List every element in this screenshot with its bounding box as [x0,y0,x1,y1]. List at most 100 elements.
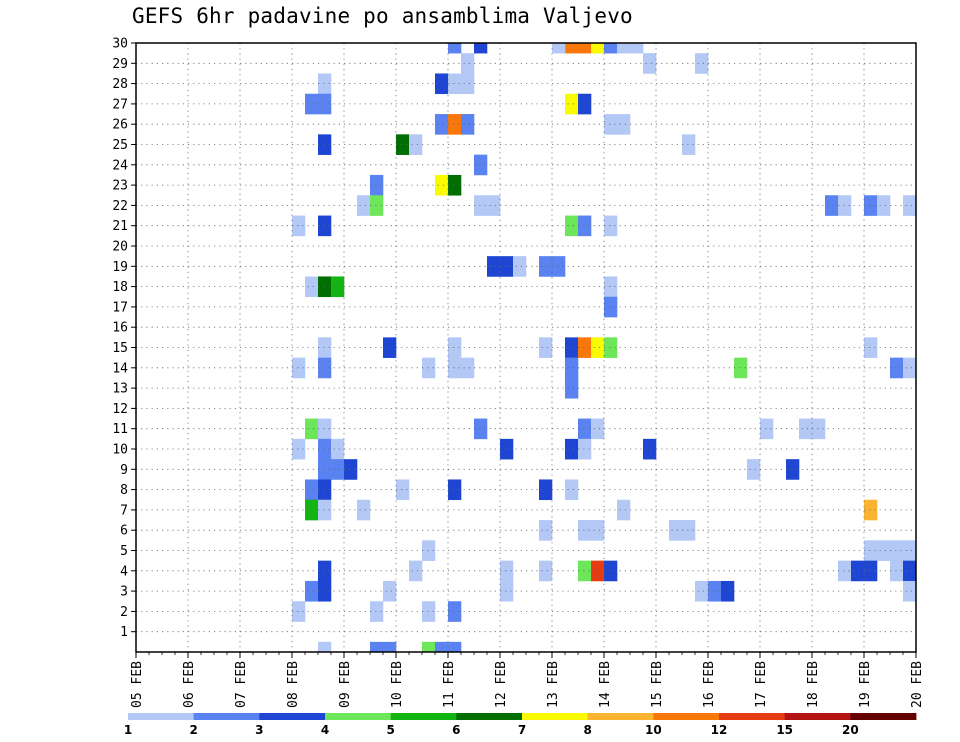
heatmap-cell [331,276,345,298]
heatmap-cell [604,43,618,54]
heatmap-cell [513,256,527,277]
y-tick-label: 27 [112,97,128,112]
heatmap-cell [357,195,371,216]
heatmap-cell [370,174,384,196]
heatmap-cell [318,73,332,95]
heatmap-cell [578,438,592,460]
heatmap-cell [448,357,462,379]
heatmap-cell [617,43,631,54]
heatmap-cell [578,337,592,358]
heatmap-cell [864,337,878,358]
colorbar-segment [850,713,917,720]
y-tick-label: 14 [112,361,128,376]
heatmap-cell [682,134,696,155]
heatmap-cell [864,560,878,582]
heatmap-cell [825,195,839,216]
heatmap-cell [604,215,618,237]
heatmap-cell [565,43,579,54]
heatmap-cell [539,560,553,582]
y-tick-label: 29 [112,57,128,72]
x-tick-label: 09 FEB [338,661,353,708]
heatmap-cell [461,357,475,379]
y-tick-label: 8 [120,483,128,498]
heatmap-cell [552,43,566,54]
heatmap-cell [903,357,917,379]
heatmap-cell [747,459,761,480]
heatmap-cell [305,580,319,602]
heatmap-cell [578,43,592,54]
y-tick-label: 30 [112,37,128,52]
colorbar-label: 5 [386,723,394,737]
heatmap-cell [448,73,462,95]
heatmap-cell [318,641,332,653]
x-tick-label: 14 FEB [598,661,613,708]
heatmap-cell [786,459,800,480]
heatmap-cell [318,134,332,155]
heatmap-cell [578,215,592,237]
heatmap-cell [578,560,592,582]
heatmap-cell [500,560,514,582]
y-tick-label: 7 [120,503,128,518]
heatmap-cell [591,418,605,440]
colorbar-segment [390,713,457,720]
heatmap-cell [851,560,865,582]
cells-layer [292,43,917,653]
heatmap-cell [695,580,709,602]
heatmap-cell [734,357,748,379]
heatmap-cell [331,438,345,460]
heatmap-cell [539,256,553,277]
colorbar-label: 2 [189,723,197,737]
heatmap-cell [292,601,306,622]
x-axis: 05 FEB 06 FEB 07 FEB 08 FEB 09 FEB 10 FEB 11 F… [130,652,925,708]
heatmap-cell [500,438,514,460]
heatmap-cell [344,459,358,480]
y-tick-label: 9 [120,463,128,478]
colorbar-label: 7 [518,723,526,737]
y-tick-label: 11 [112,422,128,437]
heatmap-cell [461,114,475,135]
heatmap-cell [565,215,579,237]
heatmap-cell [604,296,618,318]
x-tick-label: 15 FEB [650,661,665,708]
heatmap-cell [383,337,397,358]
heatmap-cell [396,134,410,155]
heatmap-cell [305,499,319,521]
heatmap-cell [448,641,462,653]
heatmap-cell [539,337,553,358]
heatmap-cell [695,53,709,74]
heatmap-cell [318,93,332,115]
heatmap-cell [305,276,319,298]
heatmap-cell [383,641,397,653]
heatmap-cell [578,520,592,541]
heatmap-cell [370,641,384,653]
heatmap-cell [474,154,488,176]
heatmap-cell [305,479,319,501]
colorbar-label: 1 [124,723,132,737]
y-tick-label: 3 [120,585,128,600]
x-tick-label: 10 FEB [390,661,405,708]
heatmap-cell [318,418,332,440]
heatmap-cell [474,418,488,440]
x-tick-label: 06 FEB [182,661,197,708]
heatmap-cell [565,479,579,501]
x-tick-label: 07 FEB [234,661,249,708]
y-tick-label: 4 [120,564,128,579]
heatmap-cell [890,540,904,561]
heatmap-cell [565,93,579,115]
heatmap-cell [448,174,462,196]
heatmap-cell [370,195,384,216]
heatmap-cell [435,174,449,196]
heatmap-cell [604,560,618,582]
heatmap-cell [305,418,319,440]
heatmap-cell [864,499,878,521]
y-tick-label: 24 [112,158,128,173]
colorbar-segment [522,713,589,720]
y-tick-label: 15 [112,341,128,356]
heatmap-cell [721,580,735,602]
heatmap-cell [643,53,657,74]
heatmap-cell [318,215,332,237]
heatmap-cell [292,438,306,460]
heatmap-cell [877,540,891,561]
heatmap-cell [708,580,722,602]
heatmap-cell [565,377,579,399]
